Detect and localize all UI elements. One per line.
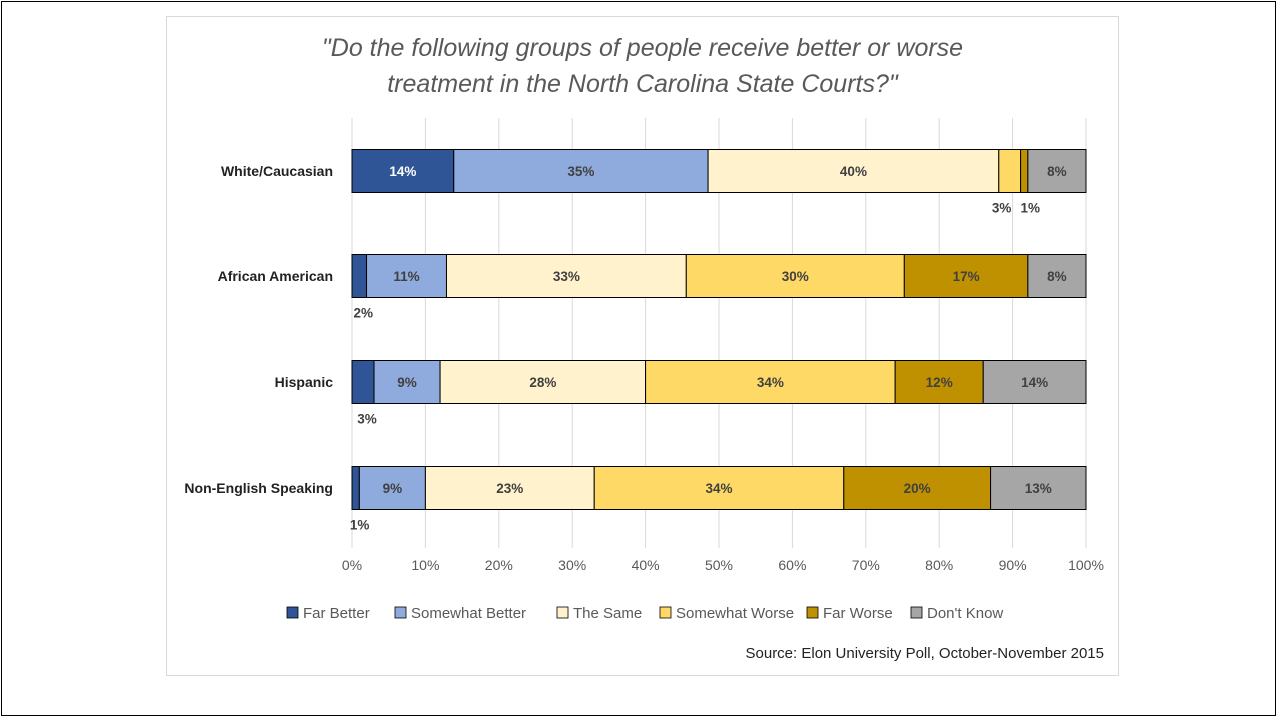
- bar-segment-somewhat-worse: [998, 149, 1022, 193]
- data-label: 3%: [357, 412, 377, 427]
- data-label: 8%: [1047, 164, 1067, 179]
- x-tick-label: 0%: [342, 557, 362, 573]
- source-note: Source: Elon University Poll, October-No…: [745, 645, 1105, 662]
- data-label: 35%: [567, 164, 594, 179]
- data-label: 20%: [904, 481, 931, 496]
- legend-label: Far Worse: [823, 605, 893, 622]
- bar-segment-don-t-know: [982, 360, 1087, 404]
- x-tick-label: 60%: [778, 557, 806, 573]
- x-tick-label: 40%: [632, 557, 660, 573]
- data-label: 17%: [953, 269, 980, 284]
- bar-segment-far-worse: [903, 254, 1029, 298]
- legend-label: Somewhat Better: [411, 605, 526, 622]
- bar-segment-far-better: [351, 254, 368, 298]
- x-tick-label: 50%: [705, 557, 733, 573]
- legend-swatch-far-better: [286, 606, 299, 619]
- data-label: 34%: [705, 481, 732, 496]
- category-label: White/Caucasian: [221, 163, 333, 179]
- data-label: 9%: [397, 375, 417, 390]
- bar-segment-somewhat-worse: [685, 254, 905, 298]
- data-label: 9%: [383, 481, 403, 496]
- bar-segment-don-t-know: [990, 466, 1087, 510]
- bar-segment-far-better: [351, 360, 375, 404]
- category-label: African American: [218, 268, 333, 284]
- bar-segment-far-worse: [1020, 149, 1029, 193]
- bar-segment-far-worse: [843, 466, 992, 510]
- chart-title-line-1: "Do the following groups of people recei…: [321, 34, 964, 62]
- x-tick-label: 80%: [925, 557, 953, 573]
- x-tick-label: 10%: [411, 557, 439, 573]
- data-label: 8%: [1047, 269, 1067, 284]
- legend-swatch-don-t-know: [910, 606, 923, 619]
- legend-label: Don't Know: [927, 605, 1003, 622]
- legend-label: The Same: [573, 605, 642, 622]
- category-label: Non-English Speaking: [184, 480, 333, 496]
- bar-segment-don-t-know: [1027, 254, 1087, 298]
- bar-segment-the-same: [424, 466, 595, 510]
- bar-segment-the-same: [439, 360, 647, 404]
- x-tick-label: 20%: [485, 557, 513, 573]
- legend-swatch-somewhat-better: [394, 606, 407, 619]
- data-label: 14%: [389, 164, 416, 179]
- legend-swatch-somewhat-worse: [659, 606, 672, 619]
- bar-segment-somewhat-better: [358, 466, 426, 510]
- bar-segment-somewhat-better: [373, 360, 441, 404]
- bar-segment-far-better: [351, 466, 360, 510]
- data-label: 23%: [496, 481, 523, 496]
- data-label: 2%: [354, 306, 374, 321]
- data-label: 12%: [926, 375, 953, 390]
- bar-segment-far-worse: [894, 360, 984, 404]
- data-label: 1%: [350, 518, 370, 533]
- data-label: 34%: [757, 375, 784, 390]
- x-tick-label: 70%: [852, 557, 880, 573]
- data-label: 11%: [393, 269, 419, 284]
- bar-segment-far-better: [351, 149, 455, 193]
- data-label: 3%: [992, 201, 1012, 216]
- x-tick-label: 90%: [999, 557, 1027, 573]
- x-tick-label: 100%: [1068, 557, 1104, 573]
- data-label: 30%: [782, 269, 809, 284]
- x-tick-label: 30%: [558, 557, 586, 573]
- data-label: 13%: [1025, 481, 1052, 496]
- chart-card: [166, 16, 1119, 676]
- bar-segment-somewhat-worse: [645, 360, 896, 404]
- data-label: 14%: [1021, 375, 1048, 390]
- data-label: 28%: [529, 375, 556, 390]
- bar-segment-the-same: [445, 254, 687, 298]
- data-label: 40%: [840, 164, 867, 179]
- chart-title-line-2: treatment in the North Carolina State Co…: [387, 70, 898, 98]
- data-label: 1%: [1020, 201, 1040, 216]
- bar-segment-somewhat-better: [366, 254, 447, 298]
- legend-swatch-the-same: [556, 606, 569, 619]
- legend-swatch-far-worse: [806, 606, 819, 619]
- bar-segment-don-t-know: [1027, 149, 1087, 193]
- category-label: Hispanic: [275, 374, 334, 390]
- data-label: 33%: [553, 269, 580, 284]
- bar-segment-the-same: [707, 149, 1000, 193]
- legend-label: Far Better: [303, 605, 370, 622]
- legend-label: Somewhat Worse: [676, 605, 794, 622]
